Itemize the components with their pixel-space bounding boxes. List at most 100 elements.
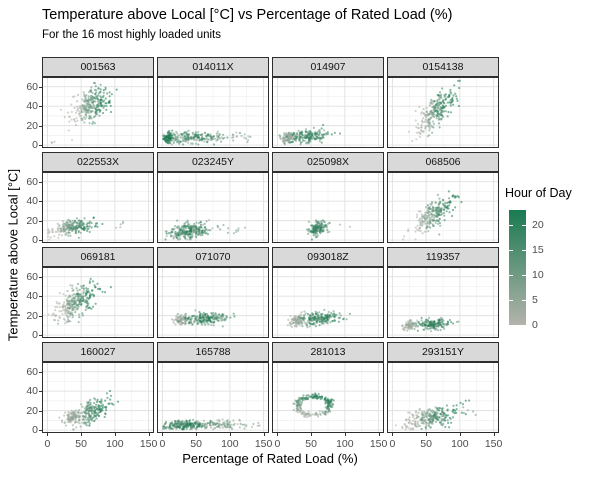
legend-tick-mark xyxy=(509,300,513,301)
y-tick-label: 60 xyxy=(26,270,38,283)
facet-strip-label: 025098X xyxy=(272,152,384,172)
facet-strip-label: 069181 xyxy=(42,247,154,267)
x-tick-mark xyxy=(229,433,231,436)
x-tick-mark xyxy=(114,433,116,436)
facet-panel xyxy=(272,267,384,338)
facet-strip-label: 165788 xyxy=(157,342,269,362)
x-tick-label: 50 xyxy=(420,438,432,450)
legend-tick-mark xyxy=(509,250,513,251)
y-tick-mark xyxy=(39,315,42,317)
facet-panel xyxy=(42,172,154,243)
y-tick-mark xyxy=(39,430,42,432)
chart-title: Temperature above Local [°C] vs Percenta… xyxy=(42,7,453,23)
y-tick-label: 60 xyxy=(26,175,38,188)
legend-tick-label: 0 xyxy=(532,319,538,331)
x-tick-label: 150 xyxy=(254,438,273,450)
legend-tick-mark xyxy=(522,225,526,226)
legend-tick-mark xyxy=(522,250,526,251)
facet-strip-label: 119357 xyxy=(387,247,499,267)
x-tick-label: 50 xyxy=(190,438,202,450)
chart-subtitle: For the 16 most highly loaded units xyxy=(42,29,221,41)
legend-gradient-bar xyxy=(509,210,526,325)
y-tick-mark xyxy=(39,371,42,373)
legend-tick-label: 10 xyxy=(532,269,544,281)
x-tick-label: 100 xyxy=(336,438,354,450)
x-tick-label: 150 xyxy=(369,438,388,450)
y-tick-label: 40 xyxy=(26,385,38,398)
facet-panel xyxy=(42,267,154,338)
facet-panel xyxy=(157,267,269,338)
y-tick-mark xyxy=(39,145,42,147)
facet-panel xyxy=(387,362,499,433)
y-tick-label: 0 xyxy=(32,424,38,437)
y-tick-label: 0 xyxy=(32,139,38,152)
legend-tick-mark xyxy=(522,300,526,301)
facet-strip-label: 022553X xyxy=(42,152,154,172)
legend-tick-mark xyxy=(509,275,513,276)
x-tick-label: 150 xyxy=(484,438,503,450)
facet-panel xyxy=(387,172,499,243)
facet-panel xyxy=(272,362,384,433)
x-tick-label: 0 xyxy=(389,438,396,450)
x-tick-mark xyxy=(148,433,150,436)
x-tick-mark xyxy=(378,433,380,436)
facet-strip-label: 281013 xyxy=(272,342,384,362)
facet-panel xyxy=(157,362,269,433)
x-tick-mark xyxy=(311,433,313,436)
facet-strip-label: 068506 xyxy=(387,152,499,172)
y-tick-label: 0 xyxy=(32,234,38,247)
x-axis-title: Percentage of Rated Load (%) xyxy=(182,451,358,466)
facet-strip-label: 160027 xyxy=(42,342,154,362)
facet-strip-label: 071070 xyxy=(157,247,269,267)
facet-panel xyxy=(157,172,269,243)
y-tick-mark xyxy=(39,296,42,298)
facet-panel xyxy=(157,77,269,148)
y-tick-label: 40 xyxy=(26,290,38,303)
facet-panel xyxy=(387,77,499,148)
y-tick-label: 20 xyxy=(26,119,38,132)
x-tick-label: 0 xyxy=(44,438,51,450)
x-tick-mark xyxy=(392,433,394,436)
y-tick-label: 20 xyxy=(26,309,38,322)
x-tick-mark xyxy=(196,433,198,436)
x-tick-mark xyxy=(162,433,164,436)
x-tick-mark xyxy=(426,433,428,436)
y-tick-mark xyxy=(39,201,42,203)
x-tick-label: 100 xyxy=(451,438,469,450)
facet-strip-label: 014907 xyxy=(272,57,384,77)
x-tick-label: 150 xyxy=(139,438,158,450)
legend-tick-label: 5 xyxy=(532,294,538,306)
y-tick-mark xyxy=(39,410,42,412)
facet-panel xyxy=(387,267,499,338)
y-tick-mark xyxy=(39,276,42,278)
y-tick-mark xyxy=(39,125,42,127)
legend-tick-label: 20 xyxy=(532,219,544,231)
x-tick-mark xyxy=(459,433,461,436)
facet-strip-label: 293151Y xyxy=(387,342,499,362)
y-tick-label: 20 xyxy=(26,404,38,417)
x-tick-mark xyxy=(344,433,346,436)
x-tick-mark xyxy=(47,433,49,436)
y-tick-mark xyxy=(39,391,42,393)
y-tick-mark xyxy=(39,240,42,242)
y-tick-mark xyxy=(39,220,42,222)
facet-panel xyxy=(272,77,384,148)
y-tick-mark xyxy=(39,335,42,337)
y-tick-label: 20 xyxy=(26,214,38,227)
legend-tick-label: 15 xyxy=(532,244,544,256)
x-tick-label: 50 xyxy=(305,438,317,450)
y-tick-label: 60 xyxy=(26,365,38,378)
y-tick-mark xyxy=(39,106,42,108)
y-tick-label: 40 xyxy=(26,195,38,208)
y-tick-mark xyxy=(39,86,42,88)
facet-strip-label: 023245Y xyxy=(157,152,269,172)
facet-panel xyxy=(272,172,384,243)
facet-strip-label: 0154138 xyxy=(387,57,499,77)
y-tick-label: 60 xyxy=(26,80,38,93)
y-tick-label: 40 xyxy=(26,100,38,113)
x-tick-label: 50 xyxy=(75,438,87,450)
facet-panel xyxy=(42,77,154,148)
x-tick-label: 100 xyxy=(221,438,239,450)
y-tick-label: 0 xyxy=(32,329,38,342)
